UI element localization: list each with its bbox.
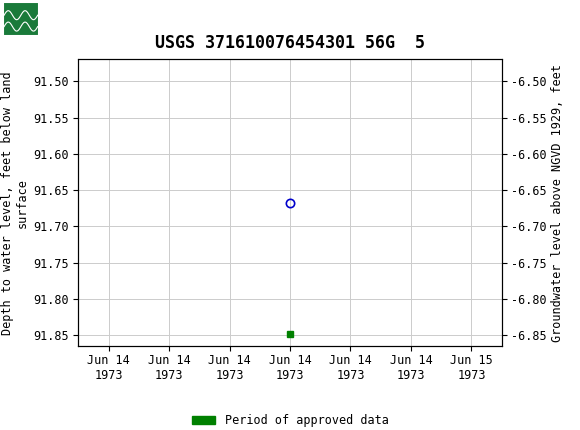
Y-axis label: Groundwater level above NGVD 1929, feet: Groundwater level above NGVD 1929, feet (551, 64, 564, 342)
Y-axis label: Depth to water level, feet below land
surface: Depth to water level, feet below land su… (1, 71, 29, 335)
FancyBboxPatch shape (3, 2, 39, 36)
Title: USGS 371610076454301 56G  5: USGS 371610076454301 56G 5 (155, 34, 425, 52)
Legend: Period of approved data: Period of approved data (187, 409, 393, 430)
Text: USGS: USGS (44, 9, 103, 28)
